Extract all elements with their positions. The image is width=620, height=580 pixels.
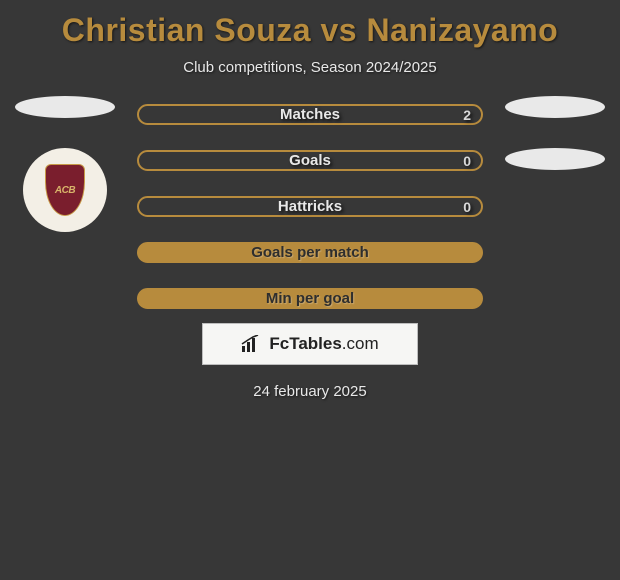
stat-label: Min per goal xyxy=(266,290,354,307)
stat-row-min-per-goal: Min per goal xyxy=(137,288,483,309)
logo-text-light: .com xyxy=(342,334,379,353)
stat-row-hattricks: Hattricks 0 xyxy=(137,196,483,217)
subtitle: Club competitions, Season 2024/2025 xyxy=(0,59,620,76)
stat-row-goals-per-match: Goals per match xyxy=(137,242,483,263)
stat-row-matches: Matches 2 xyxy=(137,104,483,125)
stat-row-goals: Goals 0 xyxy=(137,150,483,171)
right-player-name-pill-1 xyxy=(505,96,605,118)
stat-label: Hattricks xyxy=(278,198,342,215)
logo-text: FcTables.com xyxy=(269,334,378,354)
club-shield-letters: ACB xyxy=(55,185,75,196)
left-club-badge: ACB xyxy=(23,148,107,232)
stat-label: Matches xyxy=(280,106,340,123)
page-title: Christian Souza vs Nanizayamo xyxy=(0,0,620,49)
club-shield-icon: ACB xyxy=(45,164,85,216)
left-player-column: ACB xyxy=(10,96,120,232)
stat-value-right: 2 xyxy=(463,107,471,123)
left-player-name-pill xyxy=(15,96,115,118)
stat-label: Goals xyxy=(289,152,331,169)
stat-label: Goals per match xyxy=(251,244,369,261)
stat-rows: Matches 2 Goals 0 Hattricks 0 Goals per … xyxy=(137,104,483,309)
comparison-area: ACB Matches 2 Goals 0 Hattricks 0 Goals … xyxy=(0,104,620,400)
right-player-column xyxy=(500,96,610,200)
stat-value-right: 0 xyxy=(463,199,471,215)
right-player-name-pill-2 xyxy=(505,148,605,170)
logo-text-bold: FcTables xyxy=(269,334,341,353)
fctables-logo: FcTables.com xyxy=(202,323,418,365)
bar-chart-icon xyxy=(241,335,263,353)
date-text: 24 february 2025 xyxy=(0,383,620,400)
stat-value-right: 0 xyxy=(463,153,471,169)
